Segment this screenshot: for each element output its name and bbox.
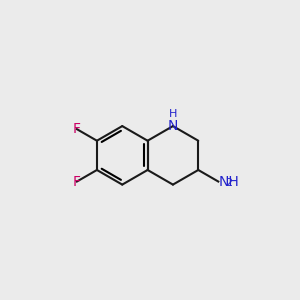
Text: N: N — [168, 119, 178, 133]
Text: F: F — [73, 175, 81, 188]
Text: H: H — [169, 109, 177, 119]
Text: F: F — [73, 122, 81, 136]
Text: 2: 2 — [225, 178, 232, 188]
Text: NH: NH — [218, 175, 239, 188]
